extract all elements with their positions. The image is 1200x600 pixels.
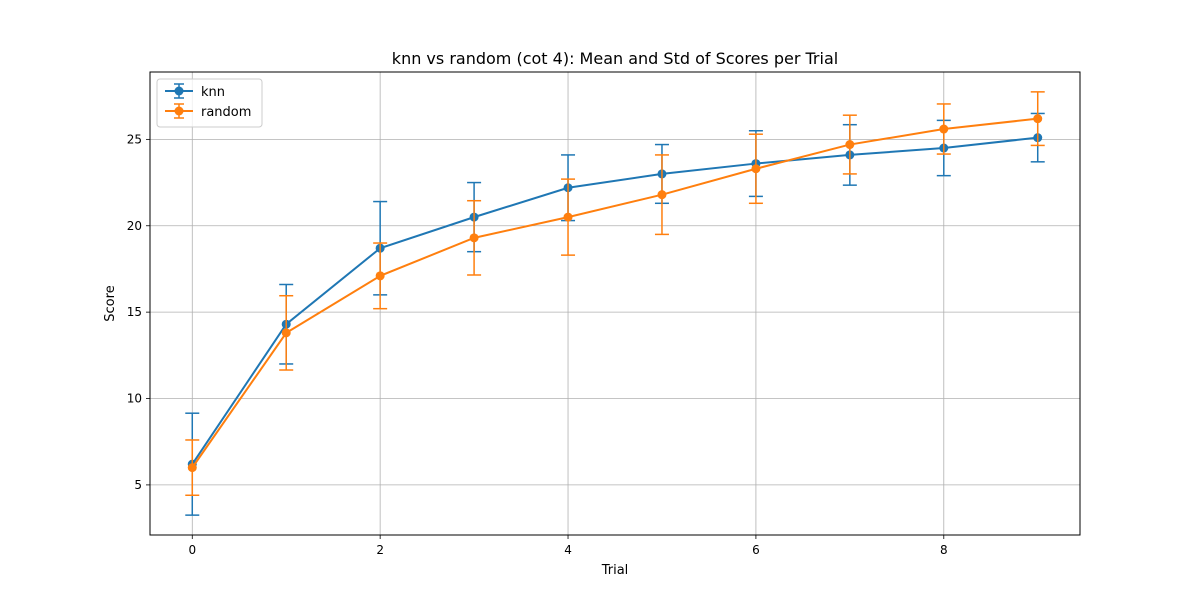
data-point <box>1033 114 1043 124</box>
x-tick-label: 6 <box>752 543 760 557</box>
y-tick-label: 10 <box>127 392 142 406</box>
legend-marker <box>174 106 184 116</box>
series-random <box>185 91 1045 497</box>
y-axis-ticks: 5 10 15 20 25 <box>127 132 150 492</box>
x-axis-label: Trial <box>601 563 629 578</box>
x-tick-label: 8 <box>940 543 948 557</box>
x-tick-label: 0 <box>188 543 196 557</box>
data-point <box>469 233 479 243</box>
legend-marker <box>174 86 184 96</box>
series-line <box>191 117 1038 469</box>
data-point <box>563 212 573 222</box>
y-tick-label: 20 <box>127 219 142 233</box>
data-point <box>845 140 855 150</box>
data-point <box>281 328 291 338</box>
series-layer <box>185 91 1045 516</box>
data-point <box>375 271 385 281</box>
legend-label: knn <box>201 85 225 100</box>
x-tick-label: 4 <box>564 543 572 557</box>
data-point <box>657 190 667 200</box>
data-point <box>751 164 761 174</box>
chart-title: knn vs random (cot 4): Mean and Std of S… <box>392 49 838 68</box>
y-axis-label: Score <box>103 285 118 321</box>
legend-item-knn: knn <box>165 83 225 100</box>
legend-item-random: random <box>165 103 251 120</box>
y-tick-label: 15 <box>127 305 142 319</box>
data-point <box>939 124 949 134</box>
data-point <box>187 463 197 473</box>
legend: knn random <box>156 78 263 128</box>
y-tick-label: 25 <box>127 132 142 146</box>
y-tick-label: 5 <box>134 478 142 492</box>
x-tick-label: 2 <box>376 543 384 557</box>
series-line <box>191 136 1038 465</box>
legend-label: random <box>201 105 251 120</box>
x-axis-ticks: 0 2 4 6 8 <box>188 535 948 557</box>
plot-frame <box>149 71 1081 536</box>
